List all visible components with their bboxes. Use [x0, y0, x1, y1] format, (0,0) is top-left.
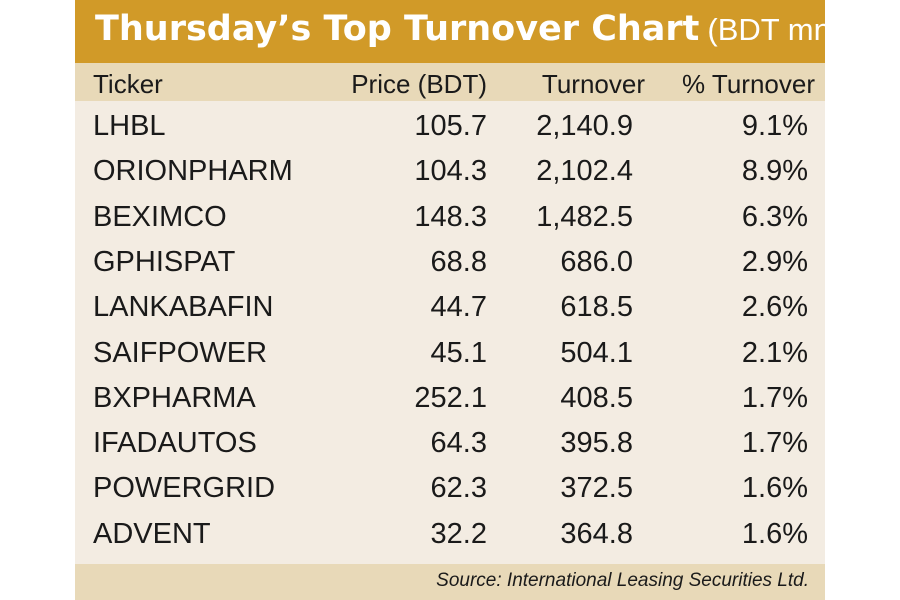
- table-cell-ticker: SAIFPOWER: [93, 336, 268, 369]
- table-cell-turnover: 372.5: [560, 472, 633, 505]
- table-cell-pct-turnover: 2.1%: [741, 336, 808, 369]
- column-header-turnover: Turnover: [541, 69, 645, 99]
- table-cell-ticker: LANKABAFIN: [93, 291, 274, 324]
- table-cell-pct-turnover: 9.1%: [741, 110, 808, 142]
- source-note: Source: International Leasing Securities…: [436, 570, 809, 591]
- table-cell-pct-turnover: 2.9%: [741, 245, 808, 278]
- table-cell-ticker: BEXIMCO: [93, 200, 227, 233]
- table-cell-pct-turnover: 6.3%: [741, 200, 808, 233]
- chart-unit: (BDT mn): [707, 12, 842, 47]
- column-header-ticker: Ticker: [93, 69, 163, 99]
- table-cell-price: 44.7: [430, 291, 487, 324]
- table-cell-turnover: 2,140.9: [536, 110, 633, 142]
- table-cell-turnover: 504.1: [560, 336, 633, 369]
- table-cell-price: 62.3: [430, 472, 487, 505]
- source-bar: [75, 564, 825, 600]
- table-cell-ticker: GPHISPAT: [93, 245, 236, 278]
- table-cell-price: 105.7: [414, 110, 487, 142]
- table-cell-pct-turnover: 1.6%: [741, 472, 808, 505]
- table-cell-pct-turnover: 1.6%: [741, 517, 808, 550]
- table-cell-turnover: 1,482.5: [536, 200, 633, 233]
- table-cell-price: 64.3: [430, 427, 487, 460]
- table-cell-pct-turnover: 1.7%: [741, 427, 808, 460]
- table-cell-ticker: BXPHARMA: [93, 381, 256, 414]
- table-cell-pct-turnover: 8.9%: [741, 155, 808, 188]
- table-cell-turnover: 618.5: [560, 291, 633, 324]
- column-header-price: Price (BDT): [351, 69, 487, 99]
- title-bar: [75, 0, 825, 63]
- table-cell-turnover: 2,102.4: [536, 155, 633, 188]
- table-cell-price: 68.8: [430, 245, 487, 278]
- table-cell-price: 148.3: [414, 200, 487, 233]
- table-cell-ticker: IFADAUTOS: [93, 427, 257, 460]
- table-cell-ticker: ADVENT: [93, 517, 211, 550]
- table-cell-turnover: 395.8: [560, 427, 633, 460]
- table-cell-ticker: ORIONPHARM: [93, 155, 293, 188]
- table-cell-pct-turnover: 2.6%: [741, 291, 808, 324]
- table-cell-price: 104.3: [414, 155, 487, 188]
- table-cell-price: 45.1: [430, 336, 487, 369]
- table-cell-price: 32.2: [430, 517, 487, 550]
- column-header-pct-turnover: % Turnover: [682, 69, 815, 99]
- chart-title-text: Thursday’s Top Turnover Chart: [95, 9, 700, 49]
- table-cell-ticker: LHBL: [93, 110, 166, 142]
- table-cell-price: 252.1: [414, 381, 487, 414]
- table-cell-pct-turnover: 1.7%: [741, 381, 808, 414]
- chart-title: Thursday’s Top Turnover Chart (BDT mn): [95, 9, 841, 49]
- table-cell-turnover: 364.8: [560, 517, 633, 550]
- table-cell-ticker: POWERGRID: [93, 472, 276, 505]
- turnover-chart-card: Thursday’s Top Turnover Chart (BDT mn) Ti…: [75, 0, 841, 600]
- table-cell-turnover: 408.5: [560, 381, 633, 414]
- table-cell-turnover: 686.0: [560, 245, 633, 278]
- column-header-bar: [75, 63, 825, 101]
